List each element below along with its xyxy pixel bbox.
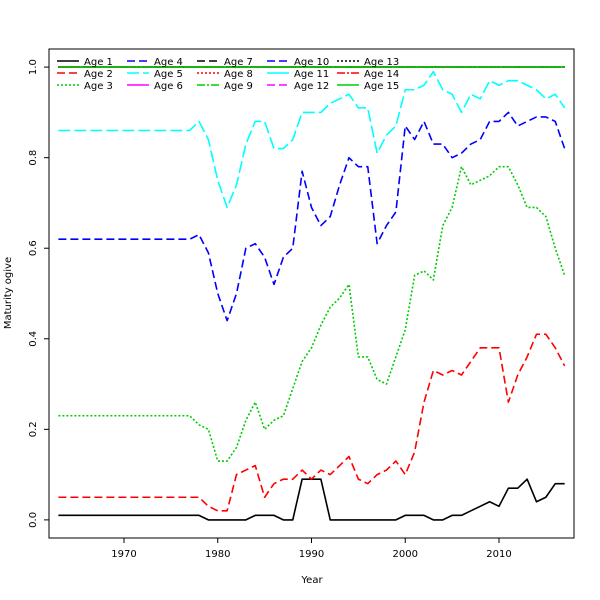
- plot-frame: [48, 48, 575, 539]
- legend-label-age-14: Age 14: [364, 69, 399, 80]
- legend-label-age-2: Age 2: [84, 69, 113, 80]
- y-tick-label: 0.8: [28, 150, 39, 166]
- x-tick-label: 2000: [393, 549, 418, 560]
- legend-label-age-6: Age 6: [154, 81, 183, 92]
- y-tick-label: 0.4: [28, 331, 39, 347]
- series-line-age-4: [58, 111, 566, 322]
- legend-label-age-10: Age 10: [294, 57, 329, 68]
- x-axis-title: Year: [300, 575, 323, 586]
- series-line-age-2: [58, 333, 566, 512]
- series-lines: [58, 66, 566, 521]
- x-tick-label: 1970: [111, 549, 136, 560]
- x-tick-label: 2010: [486, 549, 511, 560]
- legend-label-age-1: Age 1: [84, 57, 113, 68]
- legend-label-age-4: Age 4: [154, 57, 183, 68]
- legend-label-age-12: Age 12: [294, 81, 329, 92]
- y-axis-title: Maturity ogive: [3, 257, 14, 329]
- y-tick-label: 0.2: [28, 421, 39, 437]
- series-line-age-1: [58, 478, 565, 521]
- legend-label-age-5: Age 5: [154, 69, 183, 80]
- legend-label-age-3: Age 3: [84, 81, 113, 92]
- legend-label-age-15: Age 15: [364, 81, 399, 92]
- legend-label-age-11: Age 11: [294, 69, 329, 80]
- y-tick-label: 0.0: [28, 512, 39, 528]
- y-axis: 0.0 0.2 0.4 0.6 0.8 1.0: [28, 59, 49, 528]
- legend-label-age-8: Age 8: [224, 69, 253, 80]
- legend-label-age-13: Age 13: [364, 57, 399, 68]
- series-line-age-5: [58, 70, 566, 209]
- x-axis: 1970 1980 1990 2000 2010: [111, 538, 512, 560]
- legend-label-age-9: Age 9: [224, 81, 253, 92]
- x-tick-label: 1990: [299, 549, 324, 560]
- legend-label-age-7: Age 7: [224, 57, 253, 68]
- series-line-age-3: [58, 165, 566, 462]
- y-tick-label: 0.6: [28, 240, 39, 256]
- y-tick-label: 1.0: [28, 59, 39, 75]
- x-tick-label: 1980: [205, 549, 230, 560]
